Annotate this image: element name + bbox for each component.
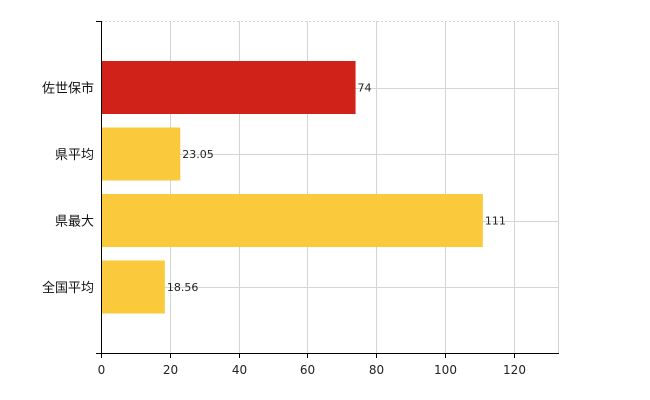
labels: 佐世保市 74 県平均 23.05 県最大 111 全国平均 18.56 0 20 40 60 80 10… (42, 81, 526, 378)
category-label: 県平均 (55, 148, 94, 163)
data-label: 74 (358, 82, 372, 95)
bar-3 (101, 260, 165, 314)
data-label: 111 (485, 215, 506, 228)
bars (101, 61, 483, 314)
x-tick-label: 80 (369, 363, 384, 377)
category-label: 佐世保市 (42, 81, 94, 97)
x-tick-label: 40 (232, 363, 247, 377)
bar-0 (101, 61, 356, 114)
axes (96, 21, 559, 358)
x-tick-label: 100 (434, 363, 457, 377)
bar-2 (101, 194, 483, 247)
data-label: 18.56 (167, 281, 199, 294)
bar-1 (101, 127, 181, 181)
x-tick-label: 0 (98, 363, 106, 377)
data-label: 23.05 (182, 148, 214, 161)
x-tick-label: 20 (163, 363, 178, 377)
category-label: 県最大 (55, 215, 94, 230)
x-tick-label: 60 (300, 363, 315, 377)
category-label: 全国平均 (42, 280, 94, 296)
x-tick-label: 120 (503, 363, 526, 377)
